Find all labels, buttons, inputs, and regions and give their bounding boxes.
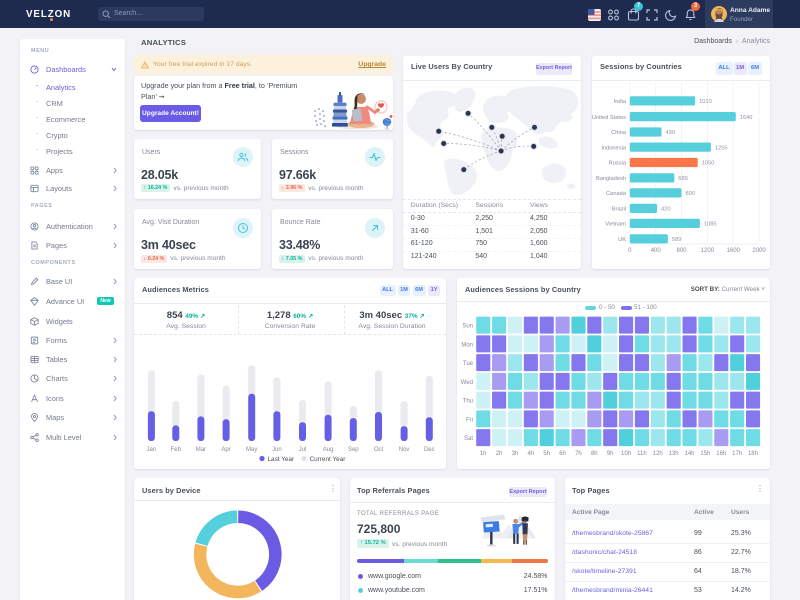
- svg-text:1010: 1010: [699, 99, 712, 105]
- svg-text:Russia: Russia: [609, 161, 627, 167]
- svg-text:2h: 2h: [496, 451, 503, 457]
- svg-text:Sat: Sat: [464, 436, 473, 442]
- svg-text:Tue: Tue: [463, 361, 474, 367]
- svg-text:Sun: Sun: [462, 324, 473, 330]
- svg-text:Aug: Aug: [323, 447, 334, 453]
- svg-text:1050: 1050: [702, 161, 715, 167]
- svg-text:12h: 12h: [653, 451, 663, 457]
- svg-text:May: May: [246, 447, 257, 453]
- svg-text:0: 0: [628, 248, 632, 254]
- svg-text:1600: 1600: [727, 248, 741, 254]
- svg-text:Bangladesh: Bangladesh: [596, 176, 626, 182]
- svg-text:1085: 1085: [704, 222, 717, 228]
- svg-text:Vietnam: Vietnam: [605, 222, 626, 228]
- svg-text:6h: 6h: [559, 451, 566, 457]
- svg-text:India: India: [614, 99, 627, 105]
- svg-text:5h: 5h: [543, 451, 550, 457]
- svg-text:United States: United States: [592, 115, 626, 121]
- svg-text:800: 800: [676, 248, 687, 254]
- svg-text:2000: 2000: [752, 248, 766, 254]
- svg-text:Oct: Oct: [374, 447, 384, 453]
- svg-text:Fri: Fri: [466, 417, 473, 423]
- svg-text:18h: 18h: [748, 451, 758, 457]
- svg-text:14h: 14h: [685, 451, 695, 457]
- svg-text:Mar: Mar: [196, 447, 206, 453]
- svg-text:Brazil: Brazil: [612, 207, 626, 213]
- svg-text:400: 400: [651, 248, 662, 254]
- svg-text:Apr: Apr: [221, 447, 230, 453]
- svg-text:Jun: Jun: [272, 447, 282, 453]
- svg-text:10h: 10h: [621, 451, 631, 457]
- svg-text:16h: 16h: [716, 451, 726, 457]
- svg-text:1640: 1640: [740, 115, 753, 121]
- svg-text:8h: 8h: [591, 451, 598, 457]
- svg-text:Wed: Wed: [461, 380, 473, 386]
- svg-text:China: China: [611, 130, 627, 136]
- svg-text:800: 800: [686, 191, 696, 197]
- svg-text:Indonesia: Indonesia: [601, 145, 627, 151]
- svg-text:11h: 11h: [637, 451, 647, 457]
- svg-text:Mon: Mon: [461, 342, 473, 348]
- svg-text:420: 420: [661, 207, 671, 213]
- svg-text:Sep: Sep: [348, 447, 359, 453]
- svg-text:3h: 3h: [512, 451, 519, 457]
- svg-text:689: 689: [678, 176, 688, 182]
- svg-text:1200: 1200: [701, 248, 715, 254]
- svg-text:589: 589: [672, 237, 682, 243]
- svg-text:9h: 9h: [607, 451, 614, 457]
- svg-text:Canada: Canada: [606, 191, 627, 197]
- svg-text:15h: 15h: [700, 451, 710, 457]
- svg-text:Last Year: Last Year: [268, 456, 296, 463]
- svg-text:Feb: Feb: [171, 447, 182, 453]
- svg-text:1255: 1255: [715, 145, 728, 151]
- svg-text:13h: 13h: [669, 451, 679, 457]
- svg-text:UK: UK: [618, 237, 626, 243]
- svg-text:Current Year: Current Year: [310, 456, 347, 463]
- svg-text:Nov: Nov: [399, 447, 410, 453]
- svg-text:7h: 7h: [575, 451, 582, 457]
- svg-text:Jan: Jan: [147, 447, 157, 453]
- svg-text:Thu: Thu: [463, 399, 473, 405]
- svg-text:490: 490: [666, 130, 676, 136]
- svg-text:Dec: Dec: [424, 447, 435, 453]
- svg-text:4h: 4h: [527, 451, 534, 457]
- svg-text:17h: 17h: [732, 451, 742, 457]
- svg-text:1h: 1h: [480, 451, 487, 457]
- svg-text:Jul: Jul: [299, 447, 307, 453]
